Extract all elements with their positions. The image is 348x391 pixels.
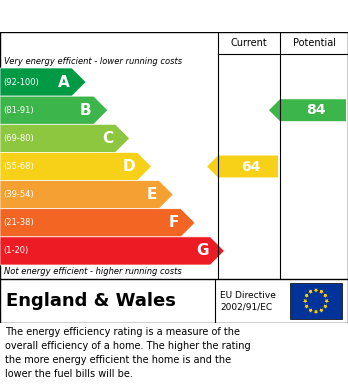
Bar bbox=[290, 283, 342, 319]
Polygon shape bbox=[314, 310, 318, 314]
Text: (69-80): (69-80) bbox=[3, 134, 34, 143]
Text: Current: Current bbox=[231, 38, 267, 48]
Text: (21-38): (21-38) bbox=[3, 218, 34, 227]
Polygon shape bbox=[0, 152, 151, 181]
Text: D: D bbox=[123, 159, 135, 174]
Text: E: E bbox=[147, 187, 157, 202]
Polygon shape bbox=[0, 181, 173, 209]
Polygon shape bbox=[304, 305, 309, 309]
Text: (39-54): (39-54) bbox=[3, 190, 34, 199]
Polygon shape bbox=[319, 290, 324, 294]
Text: Potential: Potential bbox=[293, 38, 335, 48]
Polygon shape bbox=[303, 299, 307, 303]
Polygon shape bbox=[0, 209, 195, 237]
Text: (92-100): (92-100) bbox=[3, 77, 39, 86]
Text: (55-68): (55-68) bbox=[3, 162, 34, 171]
Text: Not energy efficient - higher running costs: Not energy efficient - higher running co… bbox=[4, 267, 182, 276]
Text: F: F bbox=[168, 215, 179, 230]
Polygon shape bbox=[0, 124, 129, 152]
Text: 64: 64 bbox=[241, 160, 261, 174]
Polygon shape bbox=[323, 294, 327, 298]
Text: The energy efficiency rating is a measure of the
overall efficiency of a home. T: The energy efficiency rating is a measur… bbox=[5, 327, 251, 379]
Polygon shape bbox=[319, 308, 324, 313]
Text: C: C bbox=[102, 131, 113, 146]
Polygon shape bbox=[323, 305, 327, 309]
Polygon shape bbox=[325, 299, 329, 303]
Polygon shape bbox=[308, 290, 313, 294]
Text: (81-91): (81-91) bbox=[3, 106, 34, 115]
Text: (1-20): (1-20) bbox=[3, 246, 28, 255]
Polygon shape bbox=[0, 96, 108, 124]
Text: Energy Efficiency Rating: Energy Efficiency Rating bbox=[63, 9, 285, 23]
Text: B: B bbox=[80, 103, 92, 118]
Polygon shape bbox=[304, 294, 309, 298]
Text: G: G bbox=[196, 244, 208, 258]
Text: A: A bbox=[58, 75, 70, 90]
Text: England & Wales: England & Wales bbox=[6, 292, 176, 310]
Polygon shape bbox=[0, 68, 86, 96]
Polygon shape bbox=[0, 237, 224, 265]
Text: EU Directive
2002/91/EC: EU Directive 2002/91/EC bbox=[220, 291, 276, 311]
Text: 84: 84 bbox=[306, 103, 326, 117]
Polygon shape bbox=[269, 99, 346, 121]
Polygon shape bbox=[207, 156, 278, 178]
Polygon shape bbox=[314, 288, 318, 292]
Text: Very energy efficient - lower running costs: Very energy efficient - lower running co… bbox=[4, 57, 182, 66]
Polygon shape bbox=[308, 308, 313, 313]
